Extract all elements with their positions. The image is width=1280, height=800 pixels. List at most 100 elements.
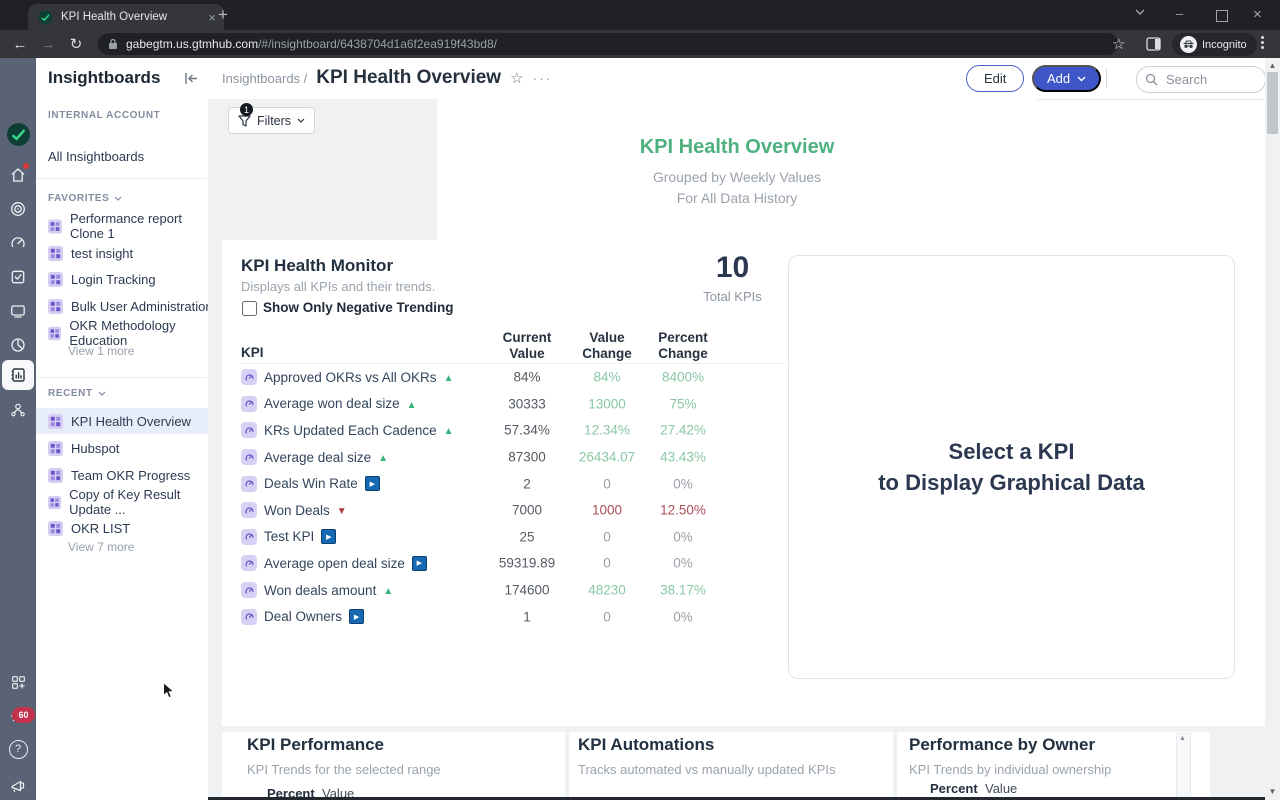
recent-section-label[interactable]: RECENT: [48, 388, 106, 399]
whiteboards-icon[interactable]: [0, 296, 36, 326]
collapse-sidebar-icon[interactable]: [184, 72, 199, 85]
sidebar-item[interactable]: OKR Methodology Education: [36, 318, 219, 348]
kpi-name[interactable]: KRs Updated Each Cadence: [264, 422, 437, 438]
performance-col-percent: Percent: [267, 786, 315, 800]
window-close-icon[interactable]: ×: [1253, 6, 1262, 23]
url-bar[interactable]: gabegtm.us.gtmhub.com/#/insightboard/643…: [98, 33, 1118, 55]
window-minimize-icon[interactable]: –: [1176, 6, 1184, 21]
trend-up-icon: [383, 581, 393, 599]
kpi-name[interactable]: Average open deal size: [264, 555, 405, 571]
kpi-name[interactable]: Deal Owners: [264, 609, 343, 625]
favorites-section-label[interactable]: FAVORITES: [48, 193, 122, 204]
kpi-performance-title: KPI Performance: [247, 735, 384, 754]
tasks-icon[interactable]: [0, 262, 36, 292]
filters-count-badge: 1: [240, 103, 253, 116]
sidebar-item[interactable]: Team OKR Progress: [36, 462, 219, 488]
breadcrumb[interactable]: Insightboards /: [222, 70, 308, 86]
browser-menu-icon[interactable]: [1261, 36, 1264, 49]
favicon: [38, 10, 53, 24]
back-icon[interactable]: ←: [12, 35, 28, 53]
home-icon[interactable]: [0, 160, 36, 190]
sidebar-item[interactable]: test insight: [36, 240, 219, 266]
sidebar-item-label: test insight: [71, 245, 134, 261]
recent-view-more[interactable]: View 7 more: [68, 540, 135, 554]
edit-button[interactable]: Edit: [966, 65, 1025, 92]
forward-icon[interactable]: →: [40, 35, 56, 53]
sidebar-item[interactable]: Performance report Clone 1: [36, 211, 219, 241]
insightboards-icon-selected[interactable]: [2, 360, 34, 390]
kpi-name[interactable]: Approved OKRs vs All OKRs: [264, 369, 437, 385]
chevron-down-icon: [297, 118, 305, 123]
insightboard-icon: [48, 413, 63, 429]
okrs-icon[interactable]: [0, 194, 36, 224]
url-path: /#/insightboard/6438704d1a6f2ea919f43bd8…: [258, 37, 497, 51]
browser-tab[interactable]: KPI Health Overview ×: [28, 4, 224, 30]
table-row[interactable]: Average open deal size 59319.89 0 0%: [241, 550, 786, 577]
kpi-name[interactable]: Deals Win Rate: [264, 476, 358, 492]
sidebar-item[interactable]: Copy of Key Result Update ...: [36, 487, 219, 517]
announcements-icon[interactable]: [0, 770, 36, 800]
table-row[interactable]: Deals Win Rate 2 0 0%: [241, 470, 786, 497]
table-row[interactable]: Average won deal size 30333 13000 75%: [241, 391, 786, 418]
widget-scroll-up-icon[interactable]: ▲: [1179, 735, 1186, 742]
help-icon[interactable]: ?: [0, 734, 36, 764]
trend-flat-icon: [411, 555, 427, 571]
sidebar-item[interactable]: OKR LIST: [36, 515, 219, 541]
side-panel-icon[interactable]: [1146, 37, 1161, 51]
window-chevron-icon[interactable]: [1134, 8, 1146, 16]
percent-change: 0%: [673, 476, 693, 492]
kpis-gauge-icon[interactable]: [0, 228, 36, 258]
kpi-name[interactable]: Won deals amount: [264, 582, 377, 598]
table-row[interactable]: KRs Updated Each Cadence 57.34% 12.34% 2…: [241, 417, 786, 444]
value-change: 0: [603, 529, 611, 545]
sidebar-item[interactable]: Login Tracking: [36, 266, 219, 292]
favorite-star-icon[interactable]: ☆: [510, 70, 524, 87]
kpi-name[interactable]: Average deal size: [264, 449, 372, 465]
table-row[interactable]: Deal Owners 1 0 0%: [241, 603, 786, 630]
widget-scrollbar[interactable]: [1176, 733, 1191, 799]
table-row[interactable]: Won deals amount 174600 48230 38.17%: [241, 577, 786, 604]
page-scrollbar[interactable]: [1265, 58, 1280, 800]
sidebar-item[interactable]: Hubspot: [36, 435, 219, 461]
add-button[interactable]: Add: [1032, 65, 1102, 92]
reload-icon[interactable]: ↻: [69, 36, 83, 53]
current-value: 59319.89: [498, 555, 556, 571]
sessions-pie-icon[interactable]: [0, 330, 36, 360]
app-logo[interactable]: [0, 119, 36, 149]
total-kpis-value: 10: [715, 251, 750, 284]
sidebar-item-label: KPI Health Overview: [71, 413, 191, 429]
insightboard-icon: [48, 440, 63, 456]
negative-trending-checkbox[interactable]: [242, 301, 257, 316]
current-value: 7000: [511, 502, 543, 518]
table-row[interactable]: Won Deals 7000 1000 12.50%: [241, 497, 786, 524]
bookmark-star-icon[interactable]: ☆: [1112, 36, 1126, 53]
sidebar-item[interactable]: Bulk User Administration: [36, 293, 219, 319]
search-input[interactable]: [1164, 71, 1238, 88]
owner-col-value: Value: [985, 781, 1018, 796]
tab-close-icon[interactable]: ×: [208, 9, 216, 25]
apps-grid-icon[interactable]: [0, 667, 36, 697]
performance-col-value: Value: [322, 786, 355, 800]
tab-title: KPI Health Overview: [61, 11, 168, 23]
table-row[interactable]: Approved OKRs vs All OKRs 84% 84% 8400%: [241, 364, 786, 391]
kpi-name[interactable]: Average won deal size: [264, 396, 400, 412]
table-row[interactable]: Test KPI 25 0 0%: [241, 524, 786, 551]
kpi-name[interactable]: Won Deals: [264, 502, 330, 518]
scrollbar-thumb[interactable]: [1267, 72, 1278, 134]
sidebar-item-selected[interactable]: KPI Health Overview: [36, 408, 219, 434]
search-box[interactable]: [1136, 66, 1266, 93]
table-row[interactable]: Average deal size 87300 26434.07 43.43%: [241, 444, 786, 471]
scroll-up-icon[interactable]: ▲: [1268, 61, 1277, 70]
more-options-icon[interactable]: ···: [532, 70, 553, 86]
sidebar-item-all-insightboards[interactable]: All Insightboards: [48, 149, 145, 164]
window-maximize-icon[interactable]: [1216, 10, 1228, 22]
scroll-down-icon[interactable]: ▼: [1268, 787, 1277, 796]
people-icon[interactable]: [0, 395, 36, 425]
sidebar-title: Insightboards: [48, 68, 161, 87]
value-change: 13000: [588, 396, 626, 412]
kpi-performance-subtitle: KPI Trends for the selected range: [247, 762, 441, 777]
checkbox-label[interactable]: Show Only Negative Trending: [263, 300, 454, 315]
kpi-name[interactable]: Test KPI: [264, 529, 315, 545]
new-tab-button[interactable]: +: [218, 5, 228, 24]
favorites-view-more[interactable]: View 1 more: [68, 344, 135, 358]
